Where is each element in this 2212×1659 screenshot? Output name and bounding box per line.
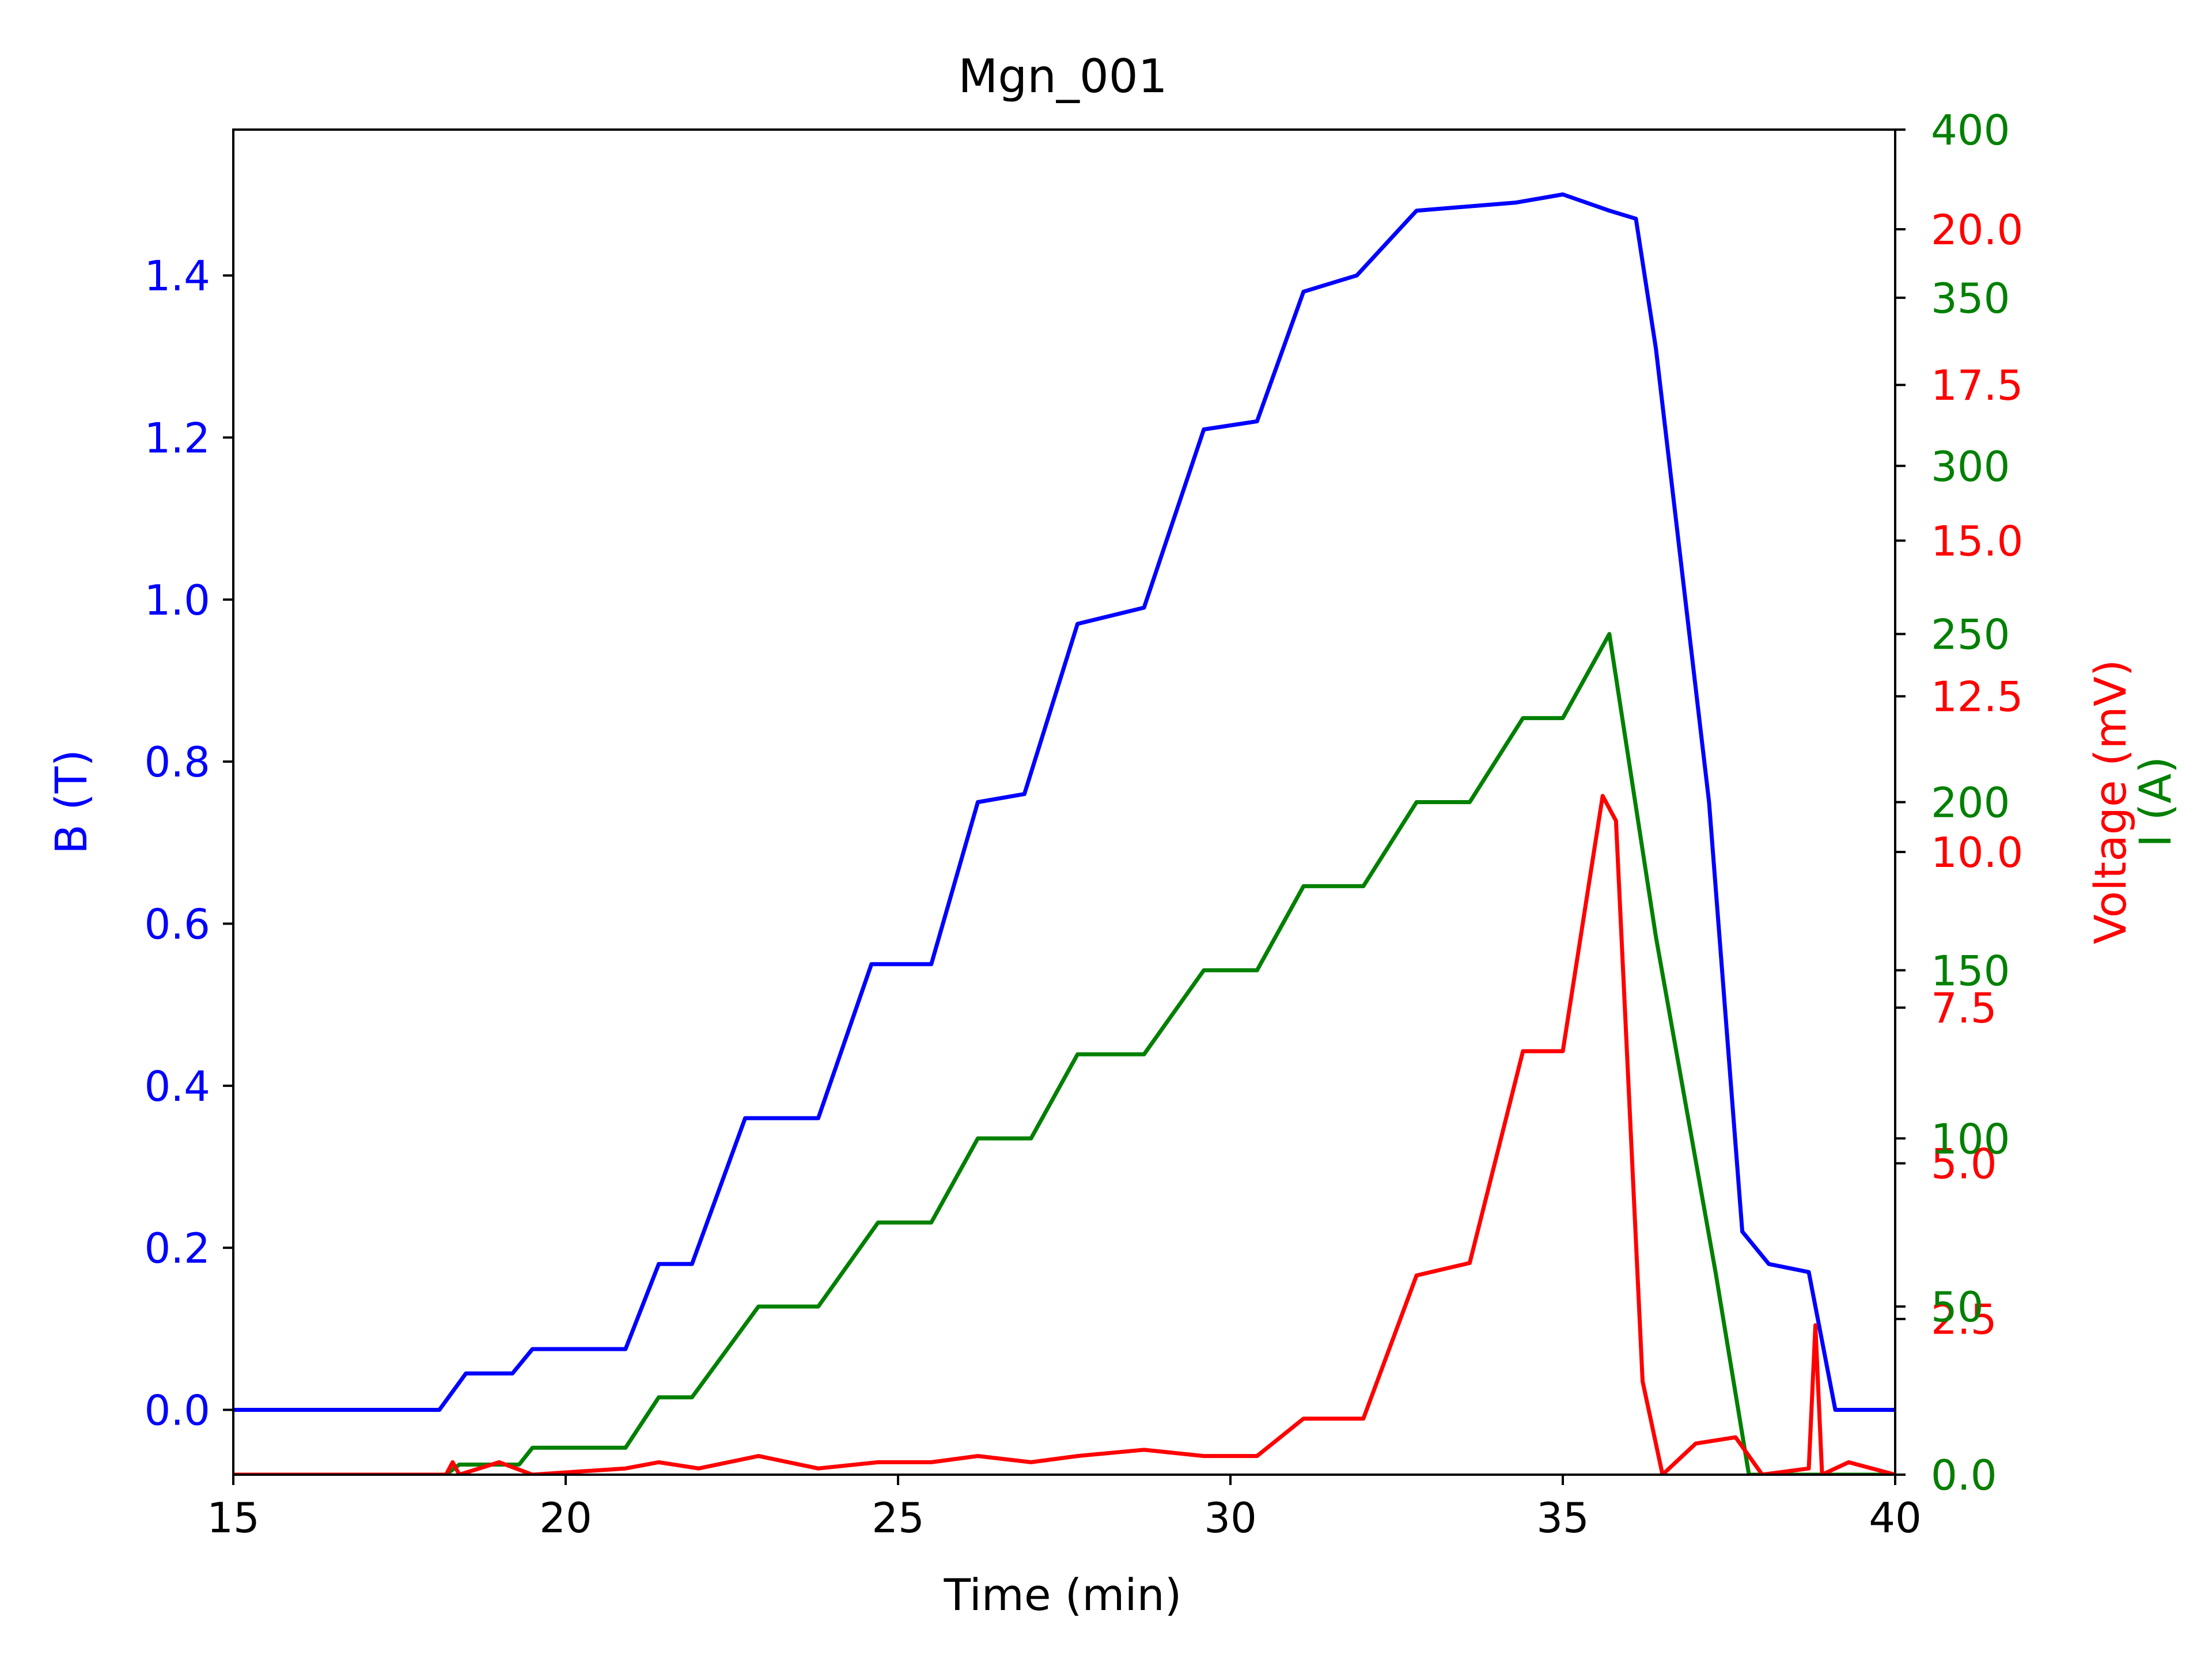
y-left-tick-label: 1.0 [144,576,210,624]
y-axis-voltage: 0.0 2.5 5.0 7.5 10.0 12.5 15.0 17.5 20.0 [1895,206,2023,1499]
y-axis-voltage-label: Voltage (mV) [2085,660,2136,945]
y-left-tick-label: 0.2 [144,1224,210,1272]
y-voltage-tick-label: 7.5 [1931,984,1997,1032]
y-current-tick-label: 250 [1931,611,2010,659]
y-voltage-tick-label: 5.0 [1931,1139,1997,1188]
y-current-tick-label: 100 [1931,1115,2010,1163]
series-line-current [233,632,1895,1475]
y-current-tick-label: 150 [1931,946,2010,995]
series-line-b-field [233,192,1895,1412]
y-axis-left: 0.0 0.2 0.4 0.6 0.8 1.0 1.2 1.4 [144,252,233,1434]
y-current-tick-label: 300 [1931,442,2010,491]
y-axis-current: 0.0 50 100 150 200 250 300 350 400 [1895,106,2010,1499]
x-tick-label: 35 [1536,1494,1589,1542]
x-tick-label: 30 [1204,1494,1257,1542]
y-voltage-tick-label: 12.5 [1931,673,2023,721]
y-voltage-tick-label: 20.0 [1931,206,2023,254]
series-line-voltage [233,794,1895,1475]
y-current-tick-label: 0.0 [1931,1451,1997,1499]
y-voltage-tick-label: 2.5 [1931,1296,1997,1344]
x-axis-label: Time (min) [944,1569,1182,1620]
x-tick-label: 25 [872,1494,925,1542]
y-voltage-tick-label: 0.0 [1931,1451,1997,1499]
y-voltage-tick-label: 10.0 [1931,828,2023,877]
y-current-tick-label: 350 [1931,274,2010,323]
y-left-tick-label: 0.0 [144,1386,210,1434]
y-voltage-tick-label: 15.0 [1931,517,2023,565]
y-axis-current-label: I (A) [2130,756,2181,847]
x-tick-label: 15 [207,1494,260,1542]
x-axis: 15 20 25 30 35 40 [207,1475,1922,1542]
y-left-tick-label: 1.2 [144,414,210,463]
x-tick-label: 40 [1869,1494,1922,1542]
y-current-tick-label: 200 [1931,779,2010,827]
y-axis-left-label: B (T) [46,749,97,854]
y-current-tick-label: 400 [1931,106,2010,154]
y-current-tick-label: 50 [1931,1283,1984,1331]
y-voltage-tick-label: 17.5 [1931,361,2023,410]
x-tick-label: 20 [539,1494,592,1542]
y-left-tick-label: 0.6 [144,900,210,948]
y-left-tick-label: 0.4 [144,1062,210,1111]
y-left-tick-label: 0.8 [144,738,210,786]
series-layer [233,192,1895,1475]
chart-title: Mgn_001 [958,50,1167,103]
y-left-tick-label: 1.4 [144,252,210,300]
